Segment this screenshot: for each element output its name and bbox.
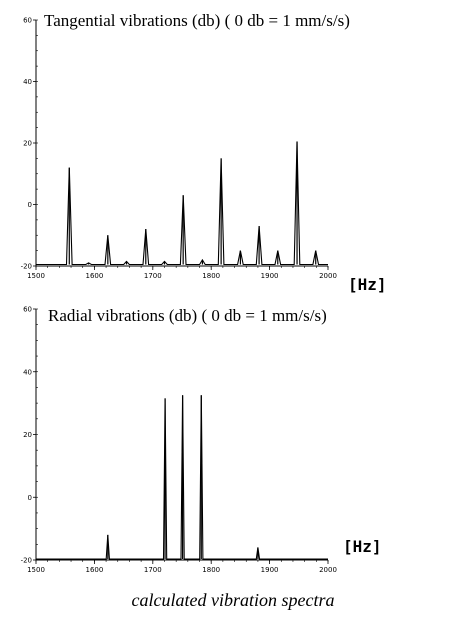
radial-x-tick-label: 1900 <box>261 566 279 574</box>
tangential-y-tick-label: 0 <box>28 201 32 209</box>
tangential-x-tick-label: 1800 <box>202 272 220 280</box>
tangential-y-tick-label: -20 <box>21 263 32 271</box>
radial-x-tick-label: 1500 <box>27 566 45 574</box>
tangential-spectrum-line <box>36 141 328 266</box>
tangential-x-tick-label: 1700 <box>144 272 162 280</box>
tangential-x-axis-unit: [Hz] <box>348 275 387 294</box>
radial-vibration-chart: Radial vibrations (db) ( 0 db = 1 mm/s/s… <box>21 306 382 575</box>
radial-x-tick-label: 1800 <box>202 566 220 574</box>
tangential-y-tick-label: 40 <box>23 78 32 86</box>
tangential-x-tick-label: 1900 <box>261 272 279 280</box>
radial-y-tick-label: 40 <box>23 368 32 376</box>
tangential-x-tick-label: 2000 <box>319 272 337 280</box>
radial-y-tick-label: 60 <box>23 306 32 314</box>
tangential-x-tick-label: 1600 <box>85 272 103 280</box>
radial-x-axis-unit: [Hz] <box>343 537 382 556</box>
tangential-vibration-chart: Tangential vibrations (db) ( 0 db = 1 mm… <box>21 11 387 294</box>
radial-x-tick-label: 1600 <box>85 566 103 574</box>
radial-y-tick-label: 0 <box>28 494 32 502</box>
tangential-x-tick-label: 1500 <box>27 272 45 280</box>
tangential-y-tick-label: 60 <box>23 17 32 25</box>
radial-x-tick-label: 2000 <box>319 566 337 574</box>
radial-chart-title: Radial vibrations (db) ( 0 db = 1 mm/s/s… <box>48 306 327 325</box>
tangential-chart-title: Tangential vibrations (db) ( 0 db = 1 mm… <box>44 11 350 30</box>
tangential-y-tick-label: 20 <box>23 140 32 148</box>
radial-y-tick-label: -20 <box>21 557 32 565</box>
figure-caption: calculated vibration spectra <box>132 590 335 610</box>
radial-x-tick-label: 1700 <box>144 566 162 574</box>
radial-y-tick-label: 20 <box>23 431 32 439</box>
